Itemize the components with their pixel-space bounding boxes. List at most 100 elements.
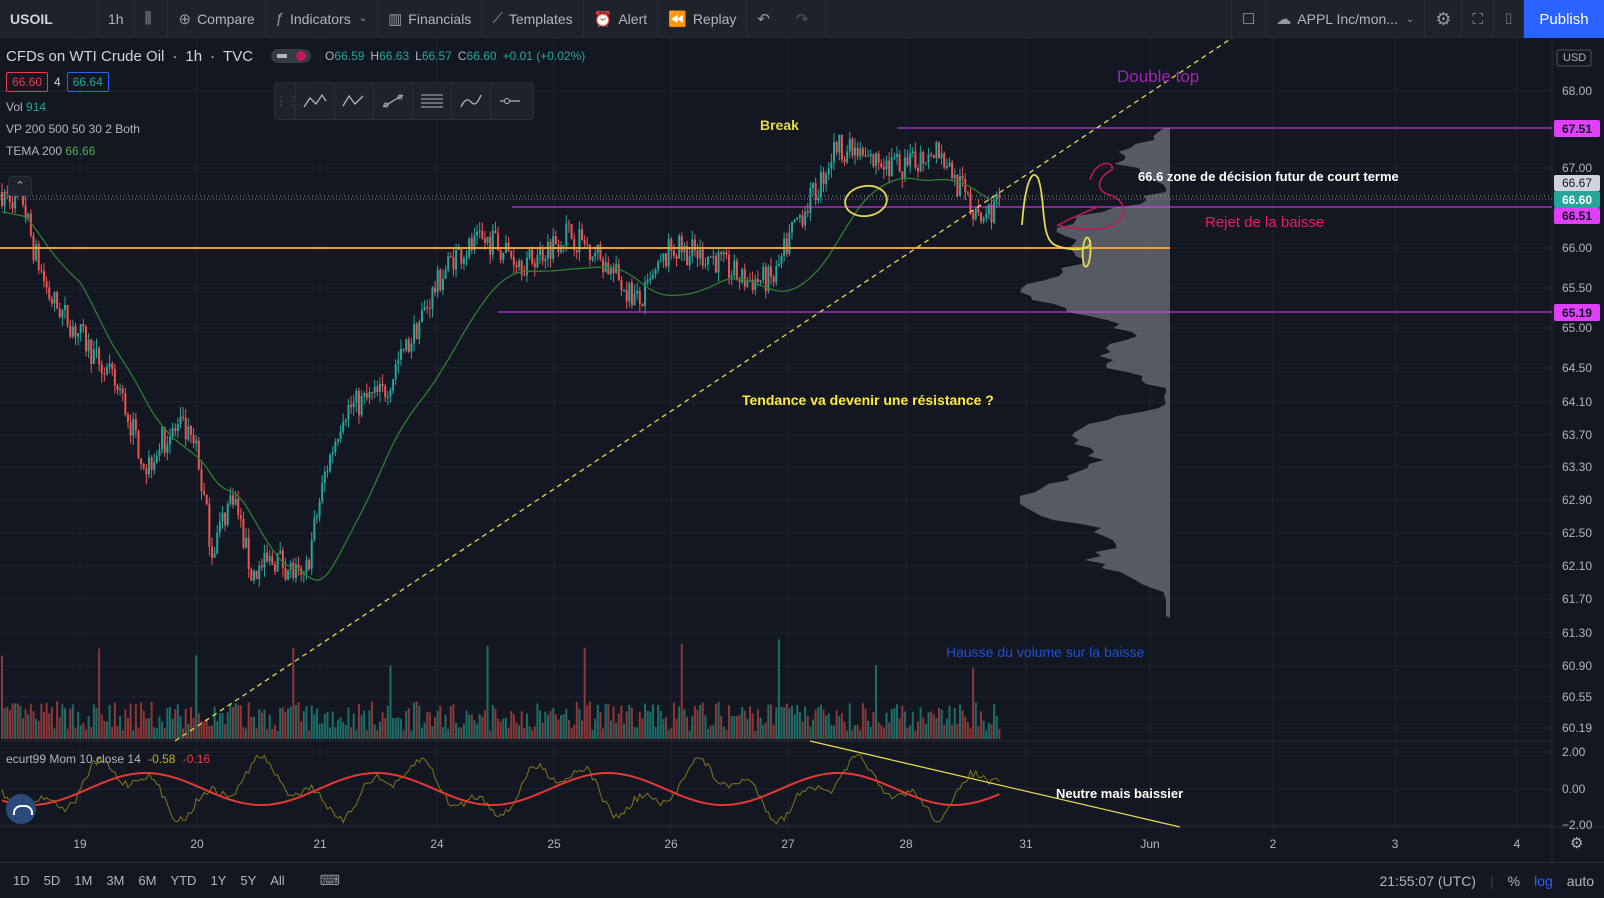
candle-body <box>355 390 358 403</box>
trend-line[interactable] <box>174 38 1233 742</box>
candle-body <box>399 349 402 360</box>
undo-button[interactable]: ↶ <box>747 0 786 38</box>
candle-body <box>935 142 938 158</box>
candle-body <box>914 151 917 168</box>
time-axis[interactable]: 19 20 21 24 25 26 27 28 31 Jun 2 3 4 <box>73 837 1520 851</box>
log-toggle[interactable]: log <box>1534 873 1553 889</box>
symbol-search[interactable]: USOIL <box>0 0 98 38</box>
brush-tool-button[interactable] <box>451 83 490 119</box>
oscillator-trend-line[interactable] <box>809 740 1181 828</box>
time-axis-settings-icon[interactable]: ⚙ <box>1570 834 1583 852</box>
bid-price[interactable]: 66.60 <box>6 72 49 92</box>
volume-bar <box>775 707 778 739</box>
goto-date-button[interactable]: ⌨ <box>320 872 340 889</box>
annotation-break[interactable]: Break <box>760 117 799 133</box>
candle-body <box>281 550 284 568</box>
indicator-tema[interactable]: TEMA 200 66.66 <box>6 144 585 158</box>
clock[interactable]: 21:55:07 (UTC) <box>1379 873 1476 889</box>
candle-body <box>709 256 712 258</box>
range-5y[interactable]: 5Y <box>240 873 257 888</box>
currency-label[interactable]: USD <box>1563 52 1586 64</box>
range-all[interactable]: All <box>270 873 285 888</box>
redo-button[interactable]: ↷ <box>786 0 826 38</box>
range-6m[interactable]: 6M <box>138 873 157 888</box>
pink-scribble[interactable] <box>1056 162 1125 230</box>
abcd-tool-button[interactable] <box>334 83 373 119</box>
templates-button[interactable]: ⟋ Templates <box>482 0 584 38</box>
range-1d[interactable]: 1D <box>13 873 30 888</box>
range-1y[interactable]: 1Y <box>210 873 227 888</box>
volume-bar <box>494 708 497 739</box>
brush-icon <box>460 94 482 108</box>
drag-handle-icon[interactable]: ⋮⋮ <box>275 94 299 108</box>
volume-bar <box>812 719 815 739</box>
volume-bar <box>977 726 980 739</box>
candle-body <box>510 250 513 258</box>
legend-toggle[interactable] <box>271 49 312 63</box>
volume-bar <box>310 705 313 739</box>
candle-body <box>352 402 355 408</box>
collapse-legend-button[interactable]: ⌃ <box>8 176 32 196</box>
trendline-tool-button[interactable] <box>373 83 412 119</box>
candle-body <box>893 156 896 158</box>
volume-bar <box>683 709 686 739</box>
price-tick: 63.30 <box>1562 460 1592 474</box>
range-1m[interactable]: 1M <box>74 873 93 888</box>
oscillator-legend[interactable]: ecurt99 Mom 10 close 14 -0.58 -0.16 <box>6 752 210 766</box>
osc-tick: 0.00 <box>1562 782 1586 796</box>
fib-tool-button[interactable] <box>412 83 451 119</box>
indicator-vol[interactable]: Vol 914 <box>6 100 585 114</box>
range-ytd[interactable]: YTD <box>170 873 197 888</box>
indicators-button[interactable]: ƒ Indicators ⌄ <box>266 0 379 38</box>
annotation-hausse-volume[interactable]: Hausse du volume sur la baisse <box>946 644 1145 660</box>
candle-body <box>953 175 956 179</box>
annotation-double-top[interactable]: Double top <box>1117 67 1199 86</box>
percent-toggle[interactable]: % <box>1507 873 1521 889</box>
volume-bar <box>594 718 597 739</box>
annotation-tendance[interactable]: Tendance va devenir une résistance ? <box>742 392 994 408</box>
price-label-67-51-bg <box>1554 120 1600 137</box>
volume-bar <box>665 717 668 739</box>
legend-title[interactable]: CFDs on WTI Crude Oil <box>6 47 165 65</box>
annotation-neutre[interactable]: Neutre mais baissier <box>1056 786 1183 801</box>
watchlist-button[interactable]: ☁ APPL Inc/mon... ⌄ <box>1266 0 1426 38</box>
replay-button[interactable]: ⏪ Replay <box>658 0 748 38</box>
compare-button[interactable]: ⊕ Compare <box>168 0 266 38</box>
alert-button[interactable]: ⏰ Alert <box>584 0 659 38</box>
chart-style-button[interactable]: ⫼ <box>135 0 169 38</box>
ask-price[interactable]: 66.64 <box>66 72 109 92</box>
candle-body <box>945 166 948 168</box>
volume-bar <box>707 728 710 739</box>
candle-body <box>394 364 397 380</box>
volume-bar <box>95 708 98 739</box>
volume-bar <box>29 703 32 739</box>
break-circle[interactable] <box>843 183 889 219</box>
auto-toggle[interactable]: auto <box>1566 873 1594 889</box>
volume-bar <box>140 702 143 739</box>
price-axis[interactable]: 68.00 67.00 66.00 65.50 65.00 64.50 64.10 63.70… <box>1562 84 1593 832</box>
indicator-vp[interactable]: VP 200 500 50 30 2 Both <box>6 122 585 136</box>
annotation-zone[interactable]: 66.6 zone de décision futur de court ter… <box>1138 169 1399 184</box>
fullscreen-button[interactable]: ⛶ <box>1462 0 1494 38</box>
horizontal-ray-tool-button[interactable] <box>490 83 529 119</box>
yellow-scribble[interactable] <box>1021 174 1092 268</box>
range-5d[interactable]: 5D <box>43 873 61 888</box>
publish-button[interactable]: Publish <box>1524 0 1604 38</box>
candle-body <box>924 162 927 164</box>
candle-body <box>896 153 899 157</box>
pattern-tool-button[interactable] <box>295 83 334 119</box>
volume-bar <box>297 701 300 739</box>
candle-body <box>644 282 647 306</box>
interval-button[interactable]: 1h <box>98 0 135 38</box>
chart-canvas[interactable]: Double top Break 66.6 zone de décision f… <box>0 38 1604 862</box>
volume-bar <box>402 730 405 739</box>
snapshot-button[interactable]: ⌷ <box>1494 0 1524 38</box>
volume-bar <box>489 730 492 739</box>
tradingview-logo-icon[interactable] <box>6 794 36 824</box>
financials-button[interactable]: ▥ Financials <box>378 0 483 38</box>
calendar-icon: ⌨ <box>319 872 340 888</box>
layout-button[interactable]: ☐ <box>1230 0 1267 38</box>
range-3m[interactable]: 3M <box>106 873 125 888</box>
settings-button[interactable]: ⚙ <box>1425 0 1463 38</box>
annotation-rejet[interactable]: Rejet de la baisse <box>1205 214 1324 231</box>
